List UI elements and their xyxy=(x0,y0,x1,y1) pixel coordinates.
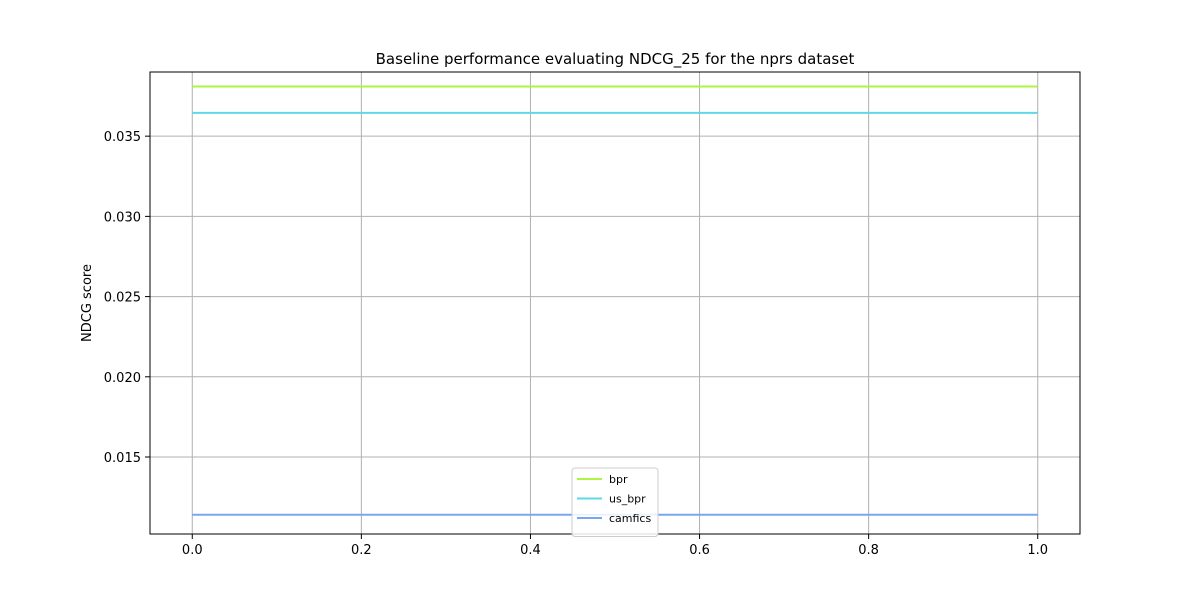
y-axis-label: NDCG score xyxy=(80,264,95,342)
y-tick-label: 0.020 xyxy=(104,371,141,386)
y-tick-label: 0.035 xyxy=(104,130,141,145)
x-tick-label: 1.0 xyxy=(1027,543,1048,558)
legend-label-bpr: bpr xyxy=(609,473,628,486)
chart-title: Baseline performance evaluating NDCG_25 … xyxy=(376,50,855,69)
x-tick-label: 0.4 xyxy=(520,543,541,558)
y-tick-label: 0.015 xyxy=(104,451,141,466)
plot-frame xyxy=(149,71,1081,535)
y-tick-label: 0.025 xyxy=(104,291,141,306)
legend-label-camfics: camfics xyxy=(609,512,651,525)
axis-ticks: 0.0 0.2 0.4 0.6 0.8 1.0 0.015 0.020 0.025 0.030 0.… xyxy=(104,130,1048,558)
grid-lines xyxy=(150,72,1080,534)
y-tick-label: 0.030 xyxy=(104,210,141,225)
x-tick-label: 0.0 xyxy=(182,543,203,558)
legend-box xyxy=(571,467,659,537)
x-tick-label: 0.8 xyxy=(858,543,879,558)
legend-label-us-bpr: us_bpr xyxy=(609,493,646,506)
series-lines xyxy=(192,85,1038,516)
x-tick-label: 0.6 xyxy=(689,543,710,558)
x-tick-label: 0.2 xyxy=(351,543,372,558)
